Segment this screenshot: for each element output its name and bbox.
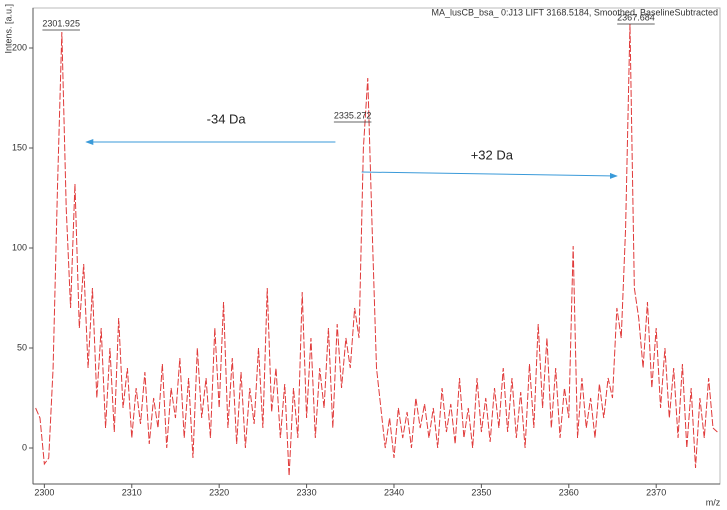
spectrum-line — [35, 23, 718, 477]
peak-label: 2367.684 — [617, 12, 655, 22]
y-tick-label: 0 — [22, 442, 27, 452]
x-axis-title: m/z — [706, 497, 721, 507]
y-tick-label: 50 — [17, 342, 27, 352]
annotation-text: -34 Da — [207, 111, 247, 126]
y-tick-label: 150 — [12, 142, 27, 152]
x-tick-label: 2300 — [34, 487, 54, 497]
x-tick-label: 2310 — [122, 487, 142, 497]
x-tick-label: 2350 — [471, 487, 491, 497]
x-tick-label: 2330 — [297, 487, 317, 497]
x-tick-label: 2360 — [559, 487, 579, 497]
peak-label: 2301.925 — [42, 18, 80, 28]
x-tick-label: 2340 — [384, 487, 404, 497]
annotation-arrow — [361, 171, 618, 179]
x-tick-label: 2320 — [209, 487, 229, 497]
y-tick-label: 100 — [12, 242, 27, 252]
y-axis-title: Intens. [a.u.] — [3, 4, 13, 54]
y-tick-label: 200 — [12, 42, 27, 52]
plot-frame — [32, 7, 721, 485]
peak-label: 2335.272 — [334, 110, 372, 120]
x-tick-label: 2370 — [646, 487, 666, 497]
chart-title: MA_lusCB_bsa_ 0:J13 LIFT 3168.5184, Smoo… — [431, 7, 718, 17]
annotation-text: +32 Da — [471, 147, 514, 162]
